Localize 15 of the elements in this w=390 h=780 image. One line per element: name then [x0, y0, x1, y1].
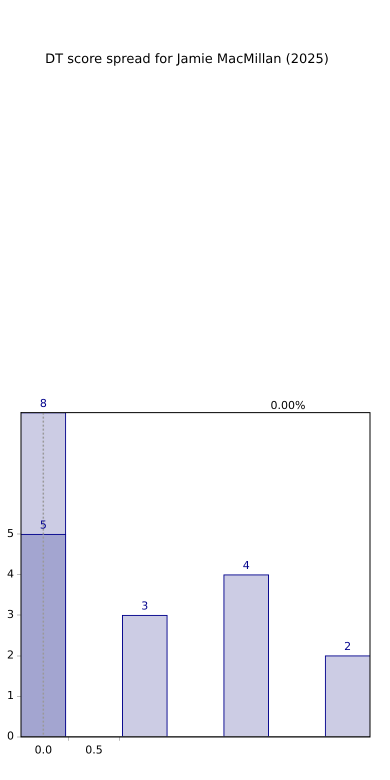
y-tick-label: 5 — [7, 527, 14, 540]
y-tick-label: 2 — [7, 648, 14, 662]
data-label: 4 — [242, 559, 250, 572]
y-tick-label: 1 — [7, 689, 14, 702]
y-tick-label: 0 — [7, 730, 14, 743]
x-tick-label: 0.5 — [85, 743, 103, 756]
text: 0.00% — [270, 398, 306, 412]
y-tick-label: 4 — [7, 568, 14, 581]
data-label: 2 — [344, 640, 352, 654]
data-label: 5 — [40, 518, 47, 532]
y-tick-label: 3 — [7, 608, 14, 622]
data-label: 8 — [40, 396, 47, 410]
data-label: 3 — [141, 600, 148, 613]
chart-title: DT score spread for Jamie MacMillan (2025) — [45, 52, 329, 68]
x-tick-label: 0.0 — [34, 743, 52, 756]
